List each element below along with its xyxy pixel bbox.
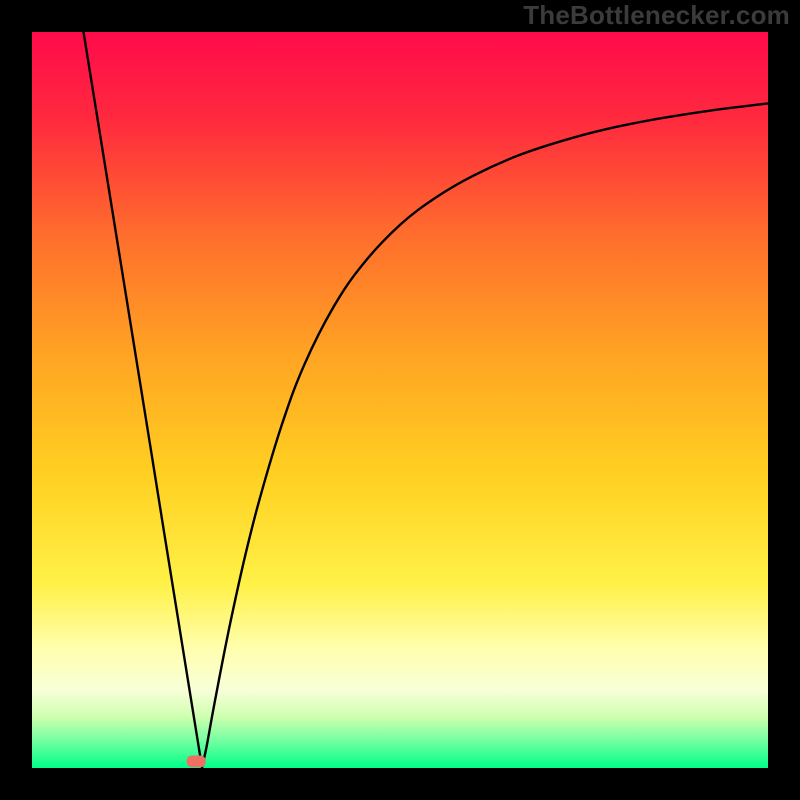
watermark-text: TheBottlenecker.com	[523, 0, 790, 31]
chart-container: TheBottlenecker.com	[0, 0, 800, 800]
bottleneck-marker	[187, 755, 206, 767]
bottleneck-curve-plot	[0, 0, 800, 800]
